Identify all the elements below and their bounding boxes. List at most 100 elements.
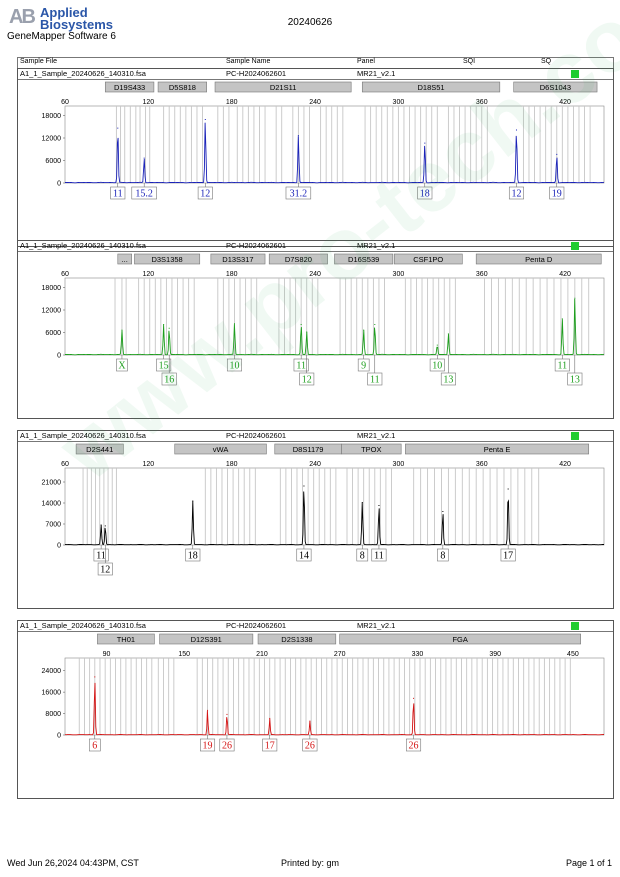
panel-name: MR21_v2.1 [357,69,396,78]
marker-label: D8S1179 [293,445,324,454]
allele-call[interactable]: 17 [262,735,278,752]
allele-call[interactable]: 26 [219,735,235,752]
allele-label: 12 [511,189,521,200]
allele-call[interactable]: 19 [200,735,216,752]
marker-d16s539: D16S539 [334,253,394,265]
allele-call[interactable]: 26 [302,735,318,752]
allele-call[interactable]: 18 [185,545,201,562]
allele-call[interactable]: 15 [156,355,172,372]
signal-trace [65,682,604,736]
allele-label: 10 [432,361,442,372]
allele-call[interactable]: 8 [437,545,449,562]
sq-quality-indicator [571,242,579,250]
x-tick-label: 210 [256,651,268,658]
allele-call[interactable]: 10 [226,355,242,372]
sample-file: A1_1_Sample_20240626_140310.fsa [20,431,146,440]
allele-call[interactable]: 13 [567,355,583,386]
x-tick-label: 420 [559,271,571,278]
allele-call[interactable]: 12 [97,545,113,576]
sample-info-row: A1_1_Sample_20240626_140310.fsa PC-H20240… [18,241,613,252]
y-tick-label: 6000 [45,330,61,337]
plot-area [64,657,605,736]
marker-d6s1043: D6S1043 [513,81,598,93]
marker-d13s317: D13S317 [210,253,266,265]
x-tick-label: 450 [567,651,579,658]
x-tick-label: 240 [309,461,321,468]
allele-call[interactable]: 26 [406,735,422,752]
marker-label: FGA [452,635,467,644]
allele-call[interactable]: 11 [371,545,387,562]
allele-label: 18 [420,189,430,200]
y-tick-label: 7000 [45,522,61,529]
allele-call[interactable]: 10 [429,355,445,372]
allele-call[interactable]: 11 [110,183,126,200]
panel-green: A1_1_Sample_20240626_140310.fsa PC-H20240… [17,240,614,419]
x-tick-label: 420 [559,461,571,468]
allele-call[interactable]: 8 [356,545,369,562]
sq-quality-indicator [571,70,579,78]
allele-call[interactable]: 9 [357,355,370,372]
allele-label: 13 [443,375,453,386]
allele-label: 14 [299,551,309,562]
logo-mark: AB [9,6,36,28]
marker-d18s51: D18S51 [361,81,501,93]
page-number: Page 1 of 1 [566,858,613,868]
x-tick-label: 120 [143,99,155,106]
allele-label: 11 [558,361,568,372]
allele-call[interactable]: 16 [161,355,177,386]
allele-call[interactable]: 11 [554,355,570,372]
y-tick-label: 12000 [42,308,62,315]
sample-name: PC-H2024062601 [226,431,287,440]
marker-label: ... [122,255,128,264]
allele-call[interactable]: 31.2 [285,183,312,200]
marker-vwa: vWA [174,443,267,455]
panel-red: A1_1_Sample_20240626_140310.fsa PC-H20240… [17,620,614,799]
allele-call[interactable]: 19 [549,183,565,200]
signal-trace [65,298,605,356]
y-tick-label: 8000 [45,711,61,718]
allele-label: 16 [164,375,174,386]
x-tick-label: 60 [61,271,69,278]
allele-call[interactable]: 11 [93,545,109,562]
allele-call[interactable]: 6 [89,735,101,752]
allele-label: 11 [374,551,384,562]
marker-label: D12S391 [191,635,222,644]
signal-trace [65,491,604,546]
marker-label: vWA [213,445,229,454]
allele-label: 26 [305,741,315,752]
allele-call[interactable]: 15.2 [131,183,157,200]
y-tick-label: 16000 [42,690,62,697]
allele-call[interactable]: 12 [299,355,315,386]
allele-call[interactable]: 18 [417,183,433,200]
y-tick-label: 0 [57,543,61,550]
allele-call[interactable]: 14 [296,545,312,562]
y-tick-label: 0 [57,733,61,740]
x-tick-label: 120 [143,461,155,468]
allele-call[interactable]: X [116,355,128,372]
allele-call[interactable]: 13 [440,355,456,386]
x-tick-label: 240 [309,271,321,278]
allele-call[interactable]: 17 [500,545,516,562]
marker-label: D3S1358 [151,255,182,264]
allele-label: 13 [570,375,580,386]
marker-label: D2S1338 [281,635,312,644]
applied-biosystems-logo: AB Applied Biosystems [9,5,119,32]
allele-call[interactable]: 11 [293,355,309,372]
sample-name: PC-H2024062601 [226,621,287,630]
marker-label: Penta E [484,445,511,454]
panel-black: A1_1_Sample_20240626_140310.fsa PC-H20240… [17,430,614,609]
marker-label: TPOX [361,445,381,454]
marker-d8s1179: D8S1179 [274,443,342,455]
allele-call[interactable]: 12 [197,183,213,200]
marker-d7s820: D7S820 [268,253,328,265]
x-tick-label: 360 [476,461,488,468]
y-tick-label: 21000 [42,480,62,487]
marker-tpox: TPOX [341,443,402,455]
col-panel: Panel [357,58,375,65]
y-tick-label: 24000 [42,668,62,675]
allele-call[interactable]: 12 [508,183,524,200]
run-date: 20240626 [287,17,333,28]
allele-call[interactable]: 11 [367,355,383,386]
software-name: GeneMapper Software 6 [7,31,116,42]
panel-name: MR21_v2.1 [357,621,396,630]
